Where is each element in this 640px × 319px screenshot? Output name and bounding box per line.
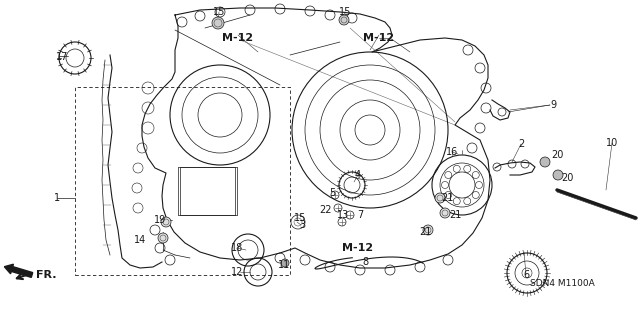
Text: 15: 15 (339, 7, 351, 17)
Text: 6: 6 (523, 270, 529, 280)
Text: 20: 20 (551, 150, 563, 160)
Circle shape (281, 259, 289, 267)
Text: 7: 7 (357, 210, 363, 220)
Text: 14: 14 (134, 235, 146, 245)
FancyArrow shape (4, 264, 33, 278)
Text: M-12: M-12 (223, 33, 253, 43)
Text: 11: 11 (278, 260, 290, 270)
Text: 8: 8 (362, 257, 368, 267)
Text: FR.: FR. (36, 270, 56, 280)
Text: 13: 13 (337, 210, 349, 220)
Circle shape (339, 15, 349, 25)
Text: 21: 21 (419, 227, 431, 237)
Circle shape (161, 217, 171, 227)
Text: 21: 21 (441, 193, 453, 203)
Circle shape (435, 193, 445, 203)
Text: 18: 18 (231, 243, 243, 253)
Circle shape (423, 225, 433, 235)
Text: 12: 12 (231, 267, 243, 277)
Text: 4: 4 (355, 170, 361, 180)
Text: 20: 20 (561, 173, 573, 183)
Text: 21: 21 (449, 210, 461, 220)
Bar (180, 167, 235, 215)
Text: 9: 9 (550, 100, 556, 110)
Text: M-12: M-12 (342, 243, 374, 253)
Circle shape (440, 208, 450, 218)
Text: 3: 3 (299, 220, 305, 230)
Text: 22: 22 (320, 205, 332, 215)
Text: M-12: M-12 (364, 33, 395, 43)
Text: 19: 19 (154, 215, 166, 225)
Bar (75, 87, 290, 275)
Text: 15: 15 (213, 7, 225, 17)
Text: 16: 16 (446, 147, 458, 157)
Text: 1: 1 (54, 193, 60, 203)
Circle shape (540, 157, 550, 167)
Text: 5: 5 (329, 188, 335, 198)
Text: SDN4 M1100A: SDN4 M1100A (530, 278, 595, 287)
Circle shape (553, 170, 563, 180)
Circle shape (212, 17, 224, 29)
Text: 2: 2 (518, 139, 524, 149)
Text: 15: 15 (294, 213, 306, 223)
Circle shape (158, 233, 168, 243)
Text: 17: 17 (56, 52, 68, 62)
Text: 10: 10 (606, 138, 618, 148)
